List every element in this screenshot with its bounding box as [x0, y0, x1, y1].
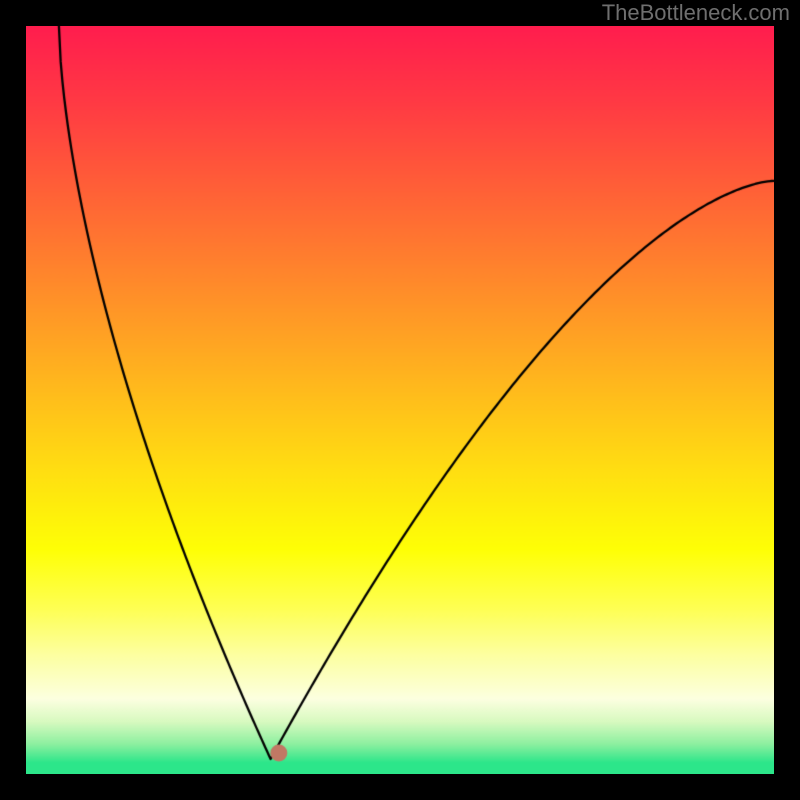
bottleneck-chart — [26, 26, 774, 774]
watermark-label: TheBottleneck.com — [602, 0, 790, 26]
chart-container: TheBottleneck.com — [0, 0, 800, 800]
